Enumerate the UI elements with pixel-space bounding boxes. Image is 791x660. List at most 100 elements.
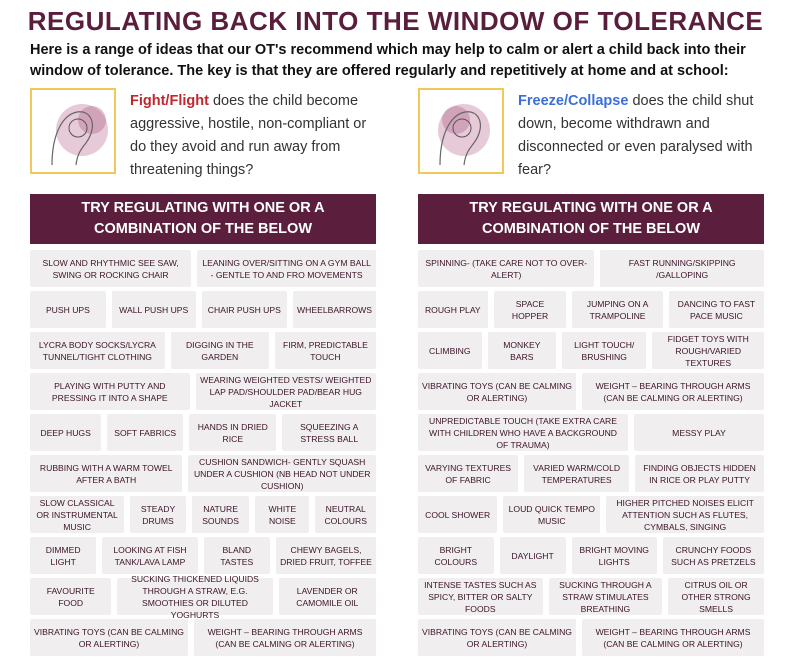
chip: JUMPING ON A TRAMPOLINE [572,291,663,328]
chip: LAVENDER OR CAMOMILE OIL [278,578,377,615]
chip: COOL SHOWER [418,496,498,533]
chip: BRIGHT MOVING LIGHTS [571,537,657,574]
chip: WHITE NOISE [255,496,310,533]
description: does the child shut down, become withdra… [518,93,754,178]
icon [418,88,504,174]
chip-row: DIMMED LIGHT LOOKING AT FISH TANK/LAVA LA… [30,537,376,574]
chip: WEIGHT – BEARING THROUGH ARMS (CAN BE CA… [194,619,376,656]
icon [30,88,116,174]
header-text: Fight/Flight does the child become aggre… [130,90,376,182]
chip-row: COOL SHOWER LOUD QUICK TEMPO MUSIC HIGHER … [418,496,764,533]
chip-row: DEEP HUGS SOFT FABRICS HANDS IN DRIED RICE… [30,414,377,451]
chip: MONKEY BARS [487,332,557,369]
rows: SLOW AND RHYTHMIC SEE SAW, SWING OR ROCK… [30,250,377,656]
chip: SLOW AND RHYTHMIC SEE SAW, SWING OR ROCK… [30,250,192,287]
chip: SPACE HOPPER [493,291,567,328]
chip: FAST RUNNING/SKIPPING /GALLOPING [600,250,764,287]
title: REGULATING BACK INTO THE WINDOW OF TOLER… [27,6,764,36]
chip: FIRM, PREDICTABLE TOUCH [274,332,376,369]
chip: FAVOURITE FOOD [30,578,112,615]
column: Fight/Flight does the child become aggre… [30,88,377,660]
chip: HANDS IN DRIED RICE [189,414,277,451]
chip: LYCRA BODY SOCKS/LYCRA TUNNEL/TIGHT CLOT… [30,332,165,369]
chip: SUCKING THICKENED LIQUIDS THROUGH A STRA… [117,574,273,620]
chip-row: BRIGHT COLOURS DAYLIGHT BRIGHT MOVING LIGH… [418,537,764,574]
chip-row: SPINNING- (TAKE CARE NOT TO OVER- ALERT)… [418,250,764,287]
chip: NATURE SOUNDS [191,496,250,533]
chip: CITRUS OIL OR OTHER STRONG SMELLS [668,578,765,615]
chip: VIBRATING TOYS (CAN BE CALMING OR ALERTI… [30,619,188,656]
chip: DAYLIGHT [499,537,566,574]
chip: NEUTRAL COLOURS [315,496,376,533]
chip-row: ROUGH PLAY SPACE HOPPER JUMPING ON A TRAMP… [418,291,765,328]
chip: UNPREDICTABLE TOUCH (TAKE EXTRA CARE WIT… [418,414,628,451]
chip: WEARING WEIGHTED VESTS/ WEIGHTED LAP PAD… [195,373,376,410]
chip: CLIMBING [418,332,482,369]
column-header: Freeze/Collapse does the child shut down… [418,88,764,188]
description: does the child become aggressive, hostil… [130,93,367,178]
chip: WHEELBARROWS [293,291,376,328]
chip: WEIGHT – BEARING THROUGH ARMS (CAN BE CA… [582,619,764,656]
chip: SOFT FABRICS [107,414,184,451]
chip: WEIGHT – BEARING THROUGH ARMS (CAN BE CA… [582,373,764,410]
chip: CHEWY BAGELS, DRIED FRUIT, TOFFEE [275,537,376,574]
chip: FIDGET TOYS WITH ROUGH/VARIED TEXTURES [652,332,765,369]
chip: VARYING TEXTURES OF FABRIC [418,455,519,492]
chip: WALL PUSH UPS [111,291,196,328]
chip: BRIGHT COLOURS [418,537,494,574]
chip: VIBRATING TOYS (CAN BE CALMING OR ALERTI… [418,619,576,656]
chip-row: VIBRATING TOYS (CAN BE CALMING OR ALERTI… [418,619,764,656]
chip: FINDING OBJECTS HIDDEN IN RICE OR PLAY P… [635,455,765,492]
chip: SPINNING- (TAKE CARE NOT TO OVER- ALERT) [418,250,595,287]
chip: PLAYING WITH PUTTY AND PRESSING IT INTO … [30,373,190,410]
chip: PUSH UPS [30,291,106,328]
chip-row: PLAYING WITH PUTTY AND PRESSING IT INTO … [30,373,376,410]
chip: STEADY DRUMS [130,496,186,533]
chip-row: VARYING TEXTURES OF FABRIC VARIED WARM/CO… [418,455,765,492]
chip: INTENSE TASTES SUCH AS SPICY, BITTER OR … [418,578,543,615]
chip: SLOW CLASSICAL OR INSTRUMENTAL MUSIC [30,496,125,533]
illustration [51,104,108,166]
chip: RUBBING WITH A WARM TOWEL AFTER A BATH [30,455,183,492]
chip-row: CLIMBING MONKEY BARS LIGHT TOUCH/ BRUSHING… [418,332,765,369]
chip: CRUNCHY FOODS SUCH AS PRETZELS [662,537,764,574]
chip-row: RUBBING WITH A WARM TOWEL AFTER A BATH CU… [30,455,377,492]
chip: VIBRATING TOYS (CAN BE CALMING OR ALERTI… [418,373,576,410]
chip: BLAND TASTES [203,537,270,574]
chip-row: PUSH UPS WALL PUSH UPS CHAIR PUSH UPS WHEEL… [30,291,376,328]
rows: SPINNING- (TAKE CARE NOT TO OVER- ALERT)… [418,250,765,656]
chip: SUCKING THROUGH A STRAW STIMULATES BREAT… [548,578,663,615]
chip: DANCING TO FAST PACE MUSIC [668,291,765,328]
chip-row: INTENSE TASTES SUCH AS SPICY, BITTER OR … [418,578,765,615]
banner: TRY REGULATING WITH ONE OR A COMBINATION… [30,194,376,244]
illustration [438,104,490,166]
chip-row: UNPREDICTABLE TOUCH (TAKE EXTRA CARE WIT… [418,414,764,451]
column-header: Fight/Flight does the child become aggre… [30,88,376,188]
header-text: Freeze/Collapse does the child shut down… [518,90,764,182]
banner: TRY REGULATING WITH ONE OR A COMBINATION… [418,194,764,244]
lead: Freeze/Collapse [518,93,629,109]
chip: MESSY PLAY [634,414,764,451]
chip: CHAIR PUSH UPS [201,291,288,328]
chip: DEEP HUGS [30,414,102,451]
chip: LOUD QUICK TEMPO MUSIC [503,496,601,533]
chip-row: VIBRATING TOYS (CAN BE CALMING OR ALERTI… [30,619,376,656]
chip: ROUGH PLAY [418,291,488,328]
chip-row: VIBRATING TOYS (CAN BE CALMING OR ALERTI… [418,373,764,410]
lead: Fight/Flight [130,93,209,109]
chip-row: SLOW CLASSICAL OR INSTRUMENTAL MUSIC STEA… [30,496,376,533]
intro: Here is a range of ideas that our OT's r… [30,42,746,79]
chip: CUSHION SANDWICH- GENTLY SQUASH UNDER A … [188,455,377,492]
chip: DIMMED LIGHT [30,537,97,574]
chip-row: LYCRA BODY SOCKS/LYCRA TUNNEL/TIGHT CLOT… [30,332,376,369]
chip-row: FAVOURITE FOOD SUCKING THICKENED LIQUIDS … [30,574,377,620]
chip: VARIED WARM/COLD TEMPERATURES [524,455,630,492]
chip-row: SLOW AND RHYTHMIC SEE SAW, SWING OR ROCK… [30,250,377,287]
chip: SQUEEZING A STRESS BALL [282,414,377,451]
chip: LEANING OVER/SITTING ON A GYM BALL - GEN… [197,250,377,287]
chip: HIGHER PITCHED NOISES ELICIT ATTENTION S… [606,496,764,533]
chip: LIGHT TOUCH/ BRUSHING [562,332,647,369]
chip: LOOKING AT FISH TANK/LAVA LAMP [102,537,198,574]
column: Freeze/Collapse does the child shut down… [418,88,765,660]
